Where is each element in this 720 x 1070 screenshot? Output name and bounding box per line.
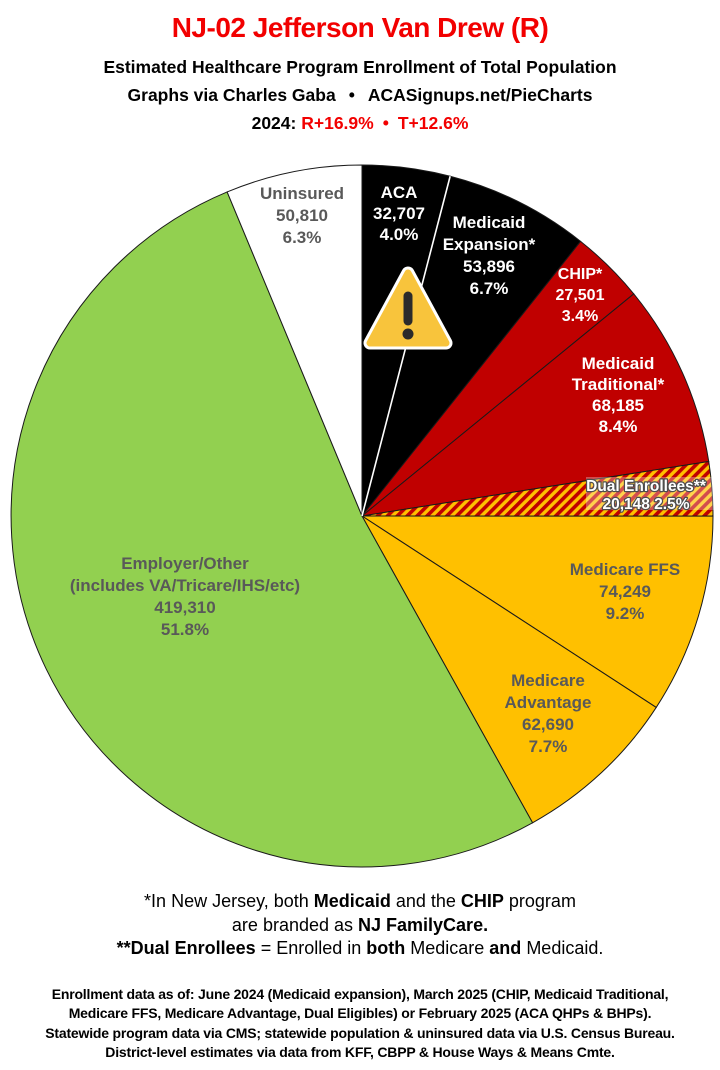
source-line-2: Medicare FFS, Medicare Advantage, Dual E…: [68, 1005, 652, 1022]
pie-label-aca: ACA 32,707 4.0%: [373, 183, 425, 244]
source-line-3: Statewide program data via CMS; statewid…: [45, 1024, 675, 1041]
footnote-line-3: **Dual Enrollees = Enrolled in both Medi…: [0, 937, 720, 961]
label-highlight-dual-enrollees: [586, 477, 714, 510]
footnote-text: are branded as: [231, 914, 359, 935]
pie-slice-medicaid-traditional: [360, 293, 710, 517]
pie-label-chip: CHIP* 27,501 3.4%: [556, 266, 605, 325]
credit-line: Graphs via Charles Gaba • ACASignups.net/P…: [0, 85, 720, 106]
pie-slice-uninsured: [226, 164, 363, 517]
pie-label-medicaid-expansion: Medicaid Expansion* 53,896 6.7%: [443, 213, 536, 298]
footnote-bold-text: both: [366, 938, 406, 958]
warning-triangle-icon: [363, 266, 453, 350]
footnote-line-2: are branded as NJ FamilyCare.: [0, 914, 720, 938]
footnote-text: *In New Jersey, both: [144, 891, 314, 911]
footnote-line-1: *In New Jersey, both Medicaid and the CH…: [0, 890, 720, 914]
footnote-text: = Enrolled in: [255, 938, 367, 958]
footnote-bold-text: Medicaid: [313, 891, 391, 911]
pie-label-employer-other: Employer/Other (includes VA/Tricare/IHS/e…: [70, 554, 300, 639]
pie-slice-medicare-ffs: [360, 515, 714, 709]
source-line-1: Enrollment data as of: June 2024 (Medica…: [51, 986, 669, 1002]
partisan-year-label: 2024:: [251, 113, 297, 133]
pie-label-medicaid-traditional: Medicaid Traditional* 68,185 8.4%: [572, 354, 665, 436]
bullet-separator: •: [382, 113, 389, 133]
footnote-bold-text: and: [489, 938, 522, 958]
footnote-text: Medicaid.: [521, 938, 604, 958]
source-line-4: District-level estimates via data from K…: [105, 1044, 615, 1061]
bullet-separator: •: [348, 85, 355, 105]
footnotes-block: *In New Jersey, both Medicaid and the CH…: [0, 890, 720, 961]
footnote-bold-text: NJ FamilyCare.: [358, 914, 489, 935]
page-title: NJ-02 Jefferson Van Drew (R): [171, 12, 549, 43]
pie-slice-medicare-advantage: [361, 515, 657, 824]
pie-slice-medicaid-expansion: [361, 175, 582, 517]
partisan-lean-line: 2024: R+16.9% • T+12.6%: [0, 113, 720, 134]
pie-slices: [10, 164, 714, 868]
partisan-r-value: R+16.9%: [301, 113, 374, 133]
footnote-text: program: [503, 891, 576, 911]
pie-labels: ACA 32,707 4.0% Medicaid Expansion* 53,896 6.7…: [70, 183, 714, 756]
data-sources-block: Enrollment data as of: June 2024 (Medica…: [0, 985, 720, 1063]
footnote-text: Medicare: [405, 938, 490, 958]
pie-label-medicare-advantage: Medicare Advantage 62,690 7.7%: [505, 671, 592, 756]
pie-slice-employer-other: [10, 191, 534, 868]
credit-text: Graphs via Charles Gaba: [127, 85, 336, 105]
footnote-text: and the: [390, 891, 461, 911]
site-text: ACASignups.net/PieCharts: [367, 85, 593, 105]
partisan-t-value: T+12.6%: [397, 113, 469, 133]
pie-label-dual-enrollees: Dual Enrollees** 20,148 2.5%: [586, 478, 707, 513]
pie-label-medicare-ffs: Medicare FFS 74,249 9.2%: [570, 560, 681, 623]
footnote-bold-text: **Dual Enrollees: [116, 938, 256, 958]
partisan-values: R+16.9% • T+12.6%: [301, 113, 468, 133]
footnote-bold-text: CHIP: [460, 891, 504, 911]
subtitle: Estimated Healthcare Program Enrollment …: [103, 57, 617, 77]
pie-label-uninsured: Uninsured 50,810 6.3%: [260, 184, 344, 247]
